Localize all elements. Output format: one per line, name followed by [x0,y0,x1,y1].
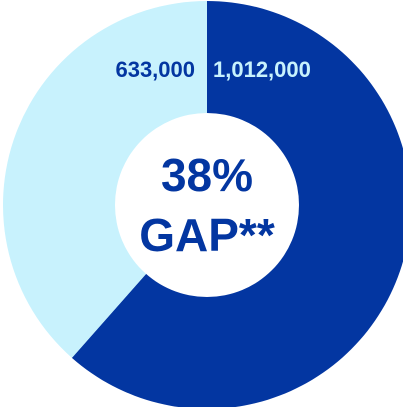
center-percentage: 38% [161,149,253,201]
slice-label-633000: 633,000 [115,57,195,82]
center-gap-label: GAP** [139,209,275,261]
donut-slice-1 [2,0,208,358]
slice-label-1012000: 1,012,000 [213,57,311,82]
donut-hole [115,113,299,297]
